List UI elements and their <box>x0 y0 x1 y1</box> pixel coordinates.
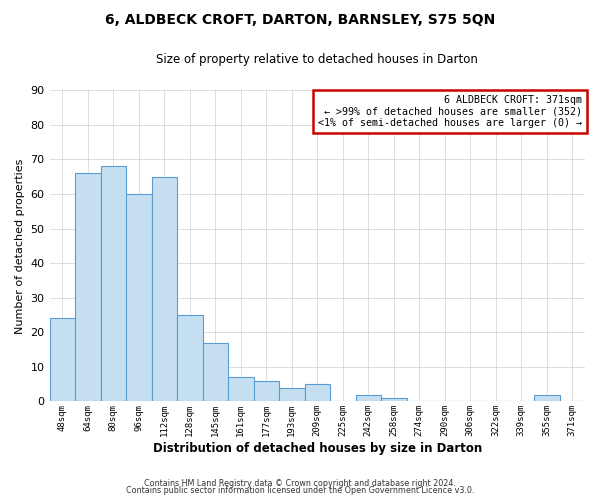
Bar <box>101 166 126 402</box>
Bar <box>305 384 330 402</box>
Bar <box>254 380 279 402</box>
Bar <box>228 377 254 402</box>
Bar <box>75 173 101 402</box>
Bar <box>356 394 381 402</box>
Text: Contains public sector information licensed under the Open Government Licence v3: Contains public sector information licen… <box>126 486 474 495</box>
Text: 6 ALDBECK CROFT: 371sqm
← >99% of detached houses are smaller (352)
<1% of semi-: 6 ALDBECK CROFT: 371sqm ← >99% of detach… <box>319 95 583 128</box>
X-axis label: Distribution of detached houses by size in Darton: Distribution of detached houses by size … <box>152 442 482 455</box>
Bar <box>152 176 177 402</box>
Bar <box>126 194 152 402</box>
Y-axis label: Number of detached properties: Number of detached properties <box>15 158 25 334</box>
Bar <box>177 315 203 402</box>
Bar <box>534 394 560 402</box>
Text: Contains HM Land Registry data © Crown copyright and database right 2024.: Contains HM Land Registry data © Crown c… <box>144 478 456 488</box>
Bar <box>203 342 228 402</box>
Bar <box>279 388 305 402</box>
Bar <box>381 398 407 402</box>
Bar <box>50 318 75 402</box>
Text: 6, ALDBECK CROFT, DARTON, BARNSLEY, S75 5QN: 6, ALDBECK CROFT, DARTON, BARNSLEY, S75 … <box>105 12 495 26</box>
Title: Size of property relative to detached houses in Darton: Size of property relative to detached ho… <box>157 52 478 66</box>
